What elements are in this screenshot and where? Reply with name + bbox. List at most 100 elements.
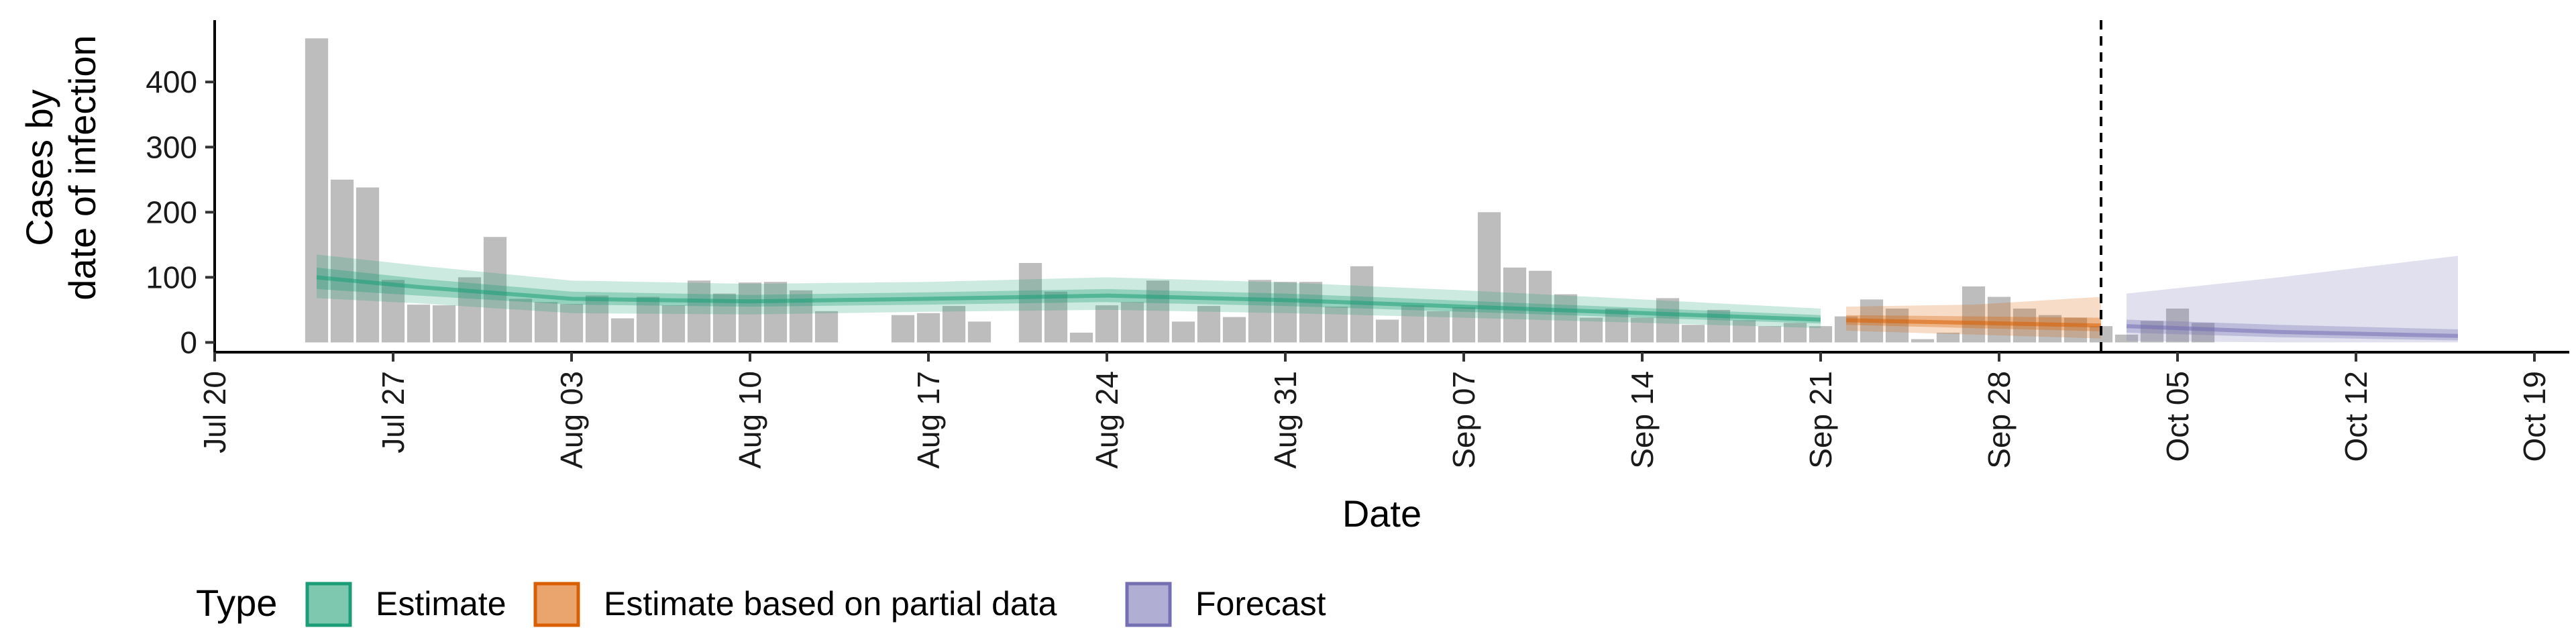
y-tick-label: 400 [146, 64, 197, 99]
bar [407, 305, 431, 343]
x-tick-label: Aug 17 [911, 371, 946, 469]
x-tick-label: Aug 03 [554, 371, 589, 469]
x-tick-label: Aug 31 [1268, 371, 1303, 469]
bar [1528, 270, 1552, 343]
bar [458, 277, 482, 343]
x-tick-label: Oct 12 [2339, 371, 2373, 462]
ribbon-90 [2127, 256, 2458, 343]
bar [1095, 305, 1119, 343]
y-axis-title-line-2: date of infection [61, 35, 103, 300]
bar [1197, 306, 1221, 343]
ribbon-90 [1846, 297, 2101, 339]
legend-key [533, 582, 580, 627]
y-axis-ticks: 0 100 200 300 400 [146, 64, 215, 360]
bar [585, 295, 609, 343]
bar [1273, 282, 1297, 343]
y-tick-label: 200 [146, 195, 197, 229]
bar-series [305, 38, 2215, 343]
bar [1962, 286, 1986, 343]
series-estimate-based-on-partial-data [1845, 297, 2102, 339]
bar [305, 38, 329, 343]
bar [1987, 297, 2011, 343]
bar [2114, 334, 2139, 343]
median-line [1845, 318, 2102, 328]
y-tick-label: 300 [146, 129, 197, 164]
bar [814, 311, 839, 343]
bar [1758, 326, 1782, 343]
bar [1222, 317, 1246, 343]
median-line [2126, 324, 2459, 338]
bar [1809, 326, 1833, 343]
x-tick-label: Sep 28 [1982, 371, 2017, 469]
legend: Type Estimate Estimate based on partial d… [196, 582, 1326, 627]
series-forecast [2126, 256, 2459, 343]
bar [1554, 294, 1578, 343]
ribbon-90 [317, 254, 1821, 329]
bar [661, 305, 686, 343]
bar [1146, 280, 1170, 343]
bar [1579, 317, 1603, 343]
x-tick-label: Jul 20 [197, 371, 232, 453]
bar [610, 318, 635, 343]
bar [1324, 307, 1348, 343]
bar [738, 282, 762, 343]
legend-entries: Estimate Estimate based on partial data Fo… [305, 582, 1326, 627]
bar [1936, 332, 1960, 343]
plot-area [305, 20, 2459, 352]
legend-title: Type [196, 582, 277, 624]
x-tick-label: Aug 10 [733, 371, 767, 469]
bar [1783, 323, 1807, 343]
bar [1375, 319, 1399, 343]
bar [508, 299, 533, 343]
bar [1732, 320, 1756, 343]
series-estimate [316, 254, 1821, 329]
bar [330, 179, 354, 343]
bar [2165, 308, 2190, 343]
y-tick-label: 100 [146, 260, 197, 294]
x-axis-ticks: Jul 20 Jul 27 Aug 03 Aug 10 Aug 17 Aug 24 Aug … [197, 352, 2552, 469]
ribbon-series [316, 254, 2459, 343]
bar [1503, 267, 1527, 343]
legend-label: Forecast [1195, 585, 1326, 623]
x-tick-label: Aug 24 [1089, 371, 1124, 469]
legend-key [305, 582, 352, 627]
x-tick-label: Jul 27 [376, 371, 411, 453]
bar [1656, 298, 1680, 343]
x-tick-label: Sep 21 [1803, 371, 1838, 469]
legend-key [1125, 582, 1172, 627]
bar [1630, 317, 1654, 343]
bar [1044, 291, 1068, 343]
median-line [316, 275, 1821, 322]
bar [916, 313, 941, 343]
bar [1911, 339, 1935, 343]
bar [2063, 317, 2088, 343]
bar [1171, 321, 1195, 343]
bar [763, 282, 788, 343]
x-axis-title: Date [1342, 492, 1421, 535]
bar [967, 321, 991, 343]
bar [891, 315, 915, 343]
bar [942, 306, 966, 343]
legend-label: Estimate based on partial data [604, 585, 1057, 623]
bar [2038, 315, 2062, 343]
bar [1299, 282, 1323, 343]
bar [2191, 323, 2215, 343]
y-axis-title-line-1: Cases by [18, 89, 60, 246]
legend-label: Estimate [376, 585, 506, 623]
bar [1885, 308, 1909, 343]
bar [1477, 212, 1501, 343]
bar [687, 280, 711, 343]
bar [1426, 311, 1450, 343]
bar [636, 297, 660, 343]
x-tick-label: Sep 07 [1446, 371, 1481, 469]
bar [1401, 305, 1425, 343]
bar [559, 304, 584, 343]
bar [381, 280, 405, 343]
bar [2140, 321, 2164, 343]
bar [1120, 302, 1144, 343]
bar [1248, 280, 1272, 343]
x-tick-label: Oct 19 [2517, 371, 2552, 462]
bar [534, 302, 558, 343]
bar [1018, 263, 1042, 343]
